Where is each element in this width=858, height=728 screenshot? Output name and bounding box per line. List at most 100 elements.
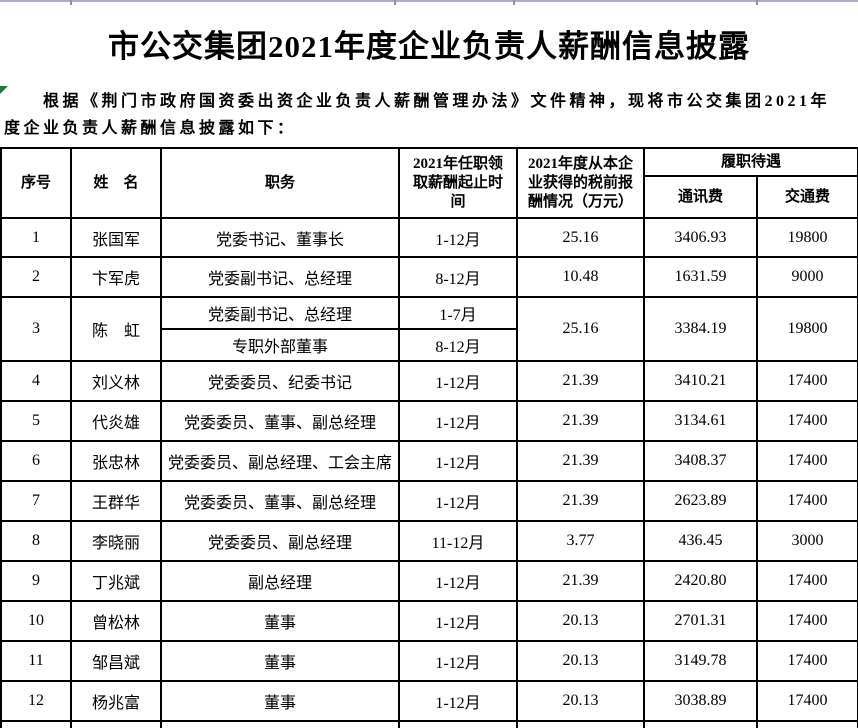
- table-cell[interactable]: 党委委员、董事、副总经理: [160, 480, 400, 522]
- table-cell[interactable]: 20.13: [516, 600, 645, 642]
- table-cell[interactable]: 张忠林: [70, 440, 162, 482]
- page-title[interactable]: 市公交集团2021年度企业负责人薪酬信息披露: [108, 28, 750, 64]
- table-cell[interactable]: 1631.59: [643, 256, 758, 298]
- table-cell[interactable]: 专职外部董事: [160, 328, 400, 362]
- table-cell[interactable]: 7: [0, 480, 72, 522]
- table-cell[interactable]: 21.39: [516, 480, 645, 522]
- table-cell[interactable]: 3408.37: [643, 440, 758, 482]
- table-cell[interactable]: 邹昌斌: [70, 640, 162, 682]
- table-cell[interactable]: 21.39: [516, 360, 645, 402]
- header-transport[interactable]: 交通费: [755, 175, 858, 219]
- table-cell[interactable]: 1-12月: [398, 217, 518, 258]
- table-cell[interactable]: 25.16: [516, 296, 645, 362]
- table-cell[interactable]: 10.48: [516, 256, 645, 298]
- table-cell[interactable]: 1-12月: [398, 400, 518, 442]
- table-cell[interactable]: 1-12月: [398, 480, 518, 522]
- table-cell[interactable]: 1-12月: [398, 640, 518, 682]
- table-cell[interactable]: 6: [0, 440, 72, 482]
- table-cell[interactable]: 王群华: [70, 480, 162, 522]
- table-cell[interactable]: 党委副书记、总经理: [160, 256, 400, 298]
- table-cell[interactable]: 1-12月: [398, 600, 518, 642]
- table-cell[interactable]: 2420.80: [643, 560, 758, 602]
- table-cell[interactable]: 21.39: [516, 440, 645, 482]
- table-cell[interactable]: 17400: [755, 440, 858, 482]
- table-cell[interactable]: 21.39: [516, 400, 645, 442]
- table-cell[interactable]: 曾松林: [70, 600, 162, 642]
- table-cell[interactable]: 党委书记、董事长: [160, 217, 400, 258]
- table-cell[interactable]: 1: [0, 217, 72, 258]
- table-cell[interactable]: 19800: [755, 217, 858, 258]
- table-cell[interactable]: 17400: [755, 680, 858, 722]
- table-cell[interactable]: 17400: [755, 400, 858, 442]
- table-header: 序号 姓 名 职务 2021年任职领 取薪酬起止时 间 2021年度从本企 业获…: [0, 147, 858, 219]
- table-cell[interactable]: 17400: [755, 560, 858, 602]
- table-cell[interactable]: 1-12月: [398, 440, 518, 482]
- table-cell[interactable]: 3000: [755, 520, 858, 562]
- table-cell[interactable]: 丁兆斌: [70, 560, 162, 602]
- table-cell[interactable]: 1-12月: [398, 560, 518, 602]
- table-cell[interactable]: 17400: [755, 600, 858, 642]
- table-cell[interactable]: 卞军虎: [70, 256, 162, 298]
- table-row: 4 刘义林 党委委员、纪委书记 1-12月 21.39 3410.21 17400: [0, 360, 858, 402]
- partial-row: [0, 720, 858, 728]
- header-benefits[interactable]: 履职待遇: [642, 147, 858, 177]
- table-cell[interactable]: 党委委员、董事、副总经理: [160, 400, 400, 442]
- header-comm[interactable]: 通讯费: [643, 175, 758, 219]
- table-cell[interactable]: 党委委员、副总经理: [160, 520, 400, 562]
- table-cell[interactable]: 25.16: [516, 217, 645, 258]
- table-cell[interactable]: 张国军: [70, 217, 162, 258]
- table-cell[interactable]: 9000: [755, 256, 858, 298]
- table-cell[interactable]: 3410.21: [643, 360, 758, 402]
- table-cell[interactable]: 17400: [755, 480, 858, 522]
- intro-paragraph[interactable]: 根据《荆门市政府国资委出资企业负责人薪酬管理办法》文件精神，现将市公交集团202…: [4, 93, 831, 137]
- table-cell[interactable]: 3406.93: [643, 217, 758, 258]
- table-cell[interactable]: 11-12月: [398, 520, 518, 562]
- table-cell[interactable]: 党委副书记、总经理: [160, 296, 400, 330]
- table-cell[interactable]: 3.77: [516, 520, 645, 562]
- table-cell[interactable]: 2: [0, 256, 72, 298]
- table-cell[interactable]: 党委委员、纪委书记: [160, 360, 400, 402]
- table-cell[interactable]: 代炎雄: [70, 400, 162, 442]
- table-cell[interactable]: 3134.61: [643, 400, 758, 442]
- table-cell[interactable]: 陈 虹: [70, 296, 162, 362]
- table-cell[interactable]: 董事: [160, 680, 400, 722]
- table-cell[interactable]: 董事: [160, 600, 400, 642]
- table-cell[interactable]: 2701.31: [643, 600, 758, 642]
- table-cell[interactable]: 11: [0, 640, 72, 682]
- table-cell[interactable]: 12: [0, 680, 72, 722]
- header-pay[interactable]: 2021年度从本企 业获得的税前报 酬情况（万元）: [516, 147, 645, 219]
- table-cell[interactable]: 杨兆富: [70, 680, 162, 722]
- table-cell[interactable]: 19800: [755, 296, 858, 362]
- table-cell[interactable]: 436.45: [643, 520, 758, 562]
- table-cell[interactable]: 副总经理: [160, 560, 400, 602]
- table-cell[interactable]: 1-12月: [398, 680, 518, 722]
- table-cell[interactable]: 3038.89: [643, 680, 758, 722]
- table-cell[interactable]: 5: [0, 400, 72, 442]
- header-period[interactable]: 2021年任职领 取薪酬起止时 间: [398, 147, 518, 219]
- table-cell[interactable]: 董事: [160, 640, 400, 682]
- header-no[interactable]: 序号: [0, 147, 72, 219]
- table-cell[interactable]: 9: [0, 560, 72, 602]
- table-cell[interactable]: 4: [0, 360, 72, 402]
- table-cell[interactable]: 17400: [755, 360, 858, 402]
- table-cell[interactable]: 1-7月: [398, 296, 518, 330]
- table-cell[interactable]: 1-12月: [398, 360, 518, 402]
- table-cell[interactable]: 20.13: [516, 640, 645, 682]
- table-cell[interactable]: 8-12月: [398, 328, 518, 362]
- header-name[interactable]: 姓 名: [70, 147, 162, 219]
- table-cell[interactable]: 党委委员、副总经理、工会主席: [160, 440, 400, 482]
- table-cell[interactable]: 刘义林: [70, 360, 162, 402]
- header-position[interactable]: 职务: [160, 147, 400, 219]
- table-cell[interactable]: 10: [0, 600, 72, 642]
- table-cell[interactable]: 2623.89: [643, 480, 758, 522]
- table-cell[interactable]: 8: [0, 520, 72, 562]
- table-cell[interactable]: 17400: [755, 640, 858, 682]
- table-cell: [160, 720, 400, 728]
- table-cell[interactable]: 李晓丽: [70, 520, 162, 562]
- table-cell[interactable]: 3: [0, 296, 72, 362]
- table-cell[interactable]: 21.39: [516, 560, 645, 602]
- table-cell[interactable]: 3384.19: [643, 296, 758, 362]
- table-cell[interactable]: 8-12月: [398, 256, 518, 298]
- table-cell[interactable]: 20.13: [516, 680, 645, 722]
- table-cell[interactable]: 3149.78: [643, 640, 758, 682]
